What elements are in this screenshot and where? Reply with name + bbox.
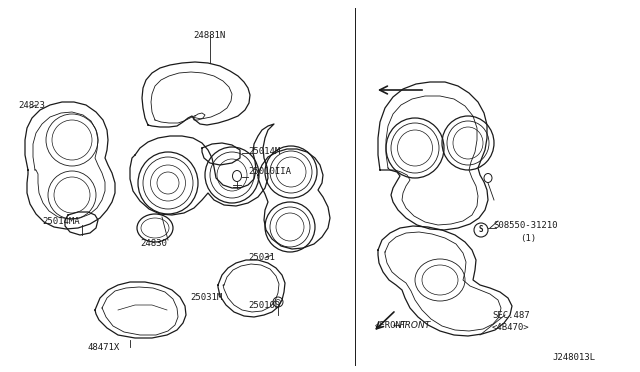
Text: SEC.487: SEC.487 <box>492 311 530 320</box>
Text: J248013L: J248013L <box>552 353 595 362</box>
Text: 25014M: 25014M <box>248 148 280 157</box>
Text: 25014MA: 25014MA <box>42 218 79 227</box>
Text: ⇐FRONT: ⇐FRONT <box>375 321 407 330</box>
Text: 25031: 25031 <box>248 253 275 263</box>
Text: 24881N: 24881N <box>193 31 225 39</box>
Text: 24823: 24823 <box>18 100 45 109</box>
Text: S08550-31210: S08550-31210 <box>493 221 557 231</box>
Text: (1): (1) <box>520 234 536 244</box>
Text: 24830: 24830 <box>140 238 167 247</box>
Text: 48471X: 48471X <box>88 343 120 353</box>
Text: S: S <box>479 225 483 234</box>
Text: 25031M: 25031M <box>190 292 222 301</box>
Text: 25010D: 25010D <box>248 301 280 310</box>
Text: <4B470>: <4B470> <box>492 324 530 333</box>
Text: 25010IIA: 25010IIA <box>248 167 291 176</box>
Text: ←FRONT: ←FRONT <box>393 321 431 330</box>
